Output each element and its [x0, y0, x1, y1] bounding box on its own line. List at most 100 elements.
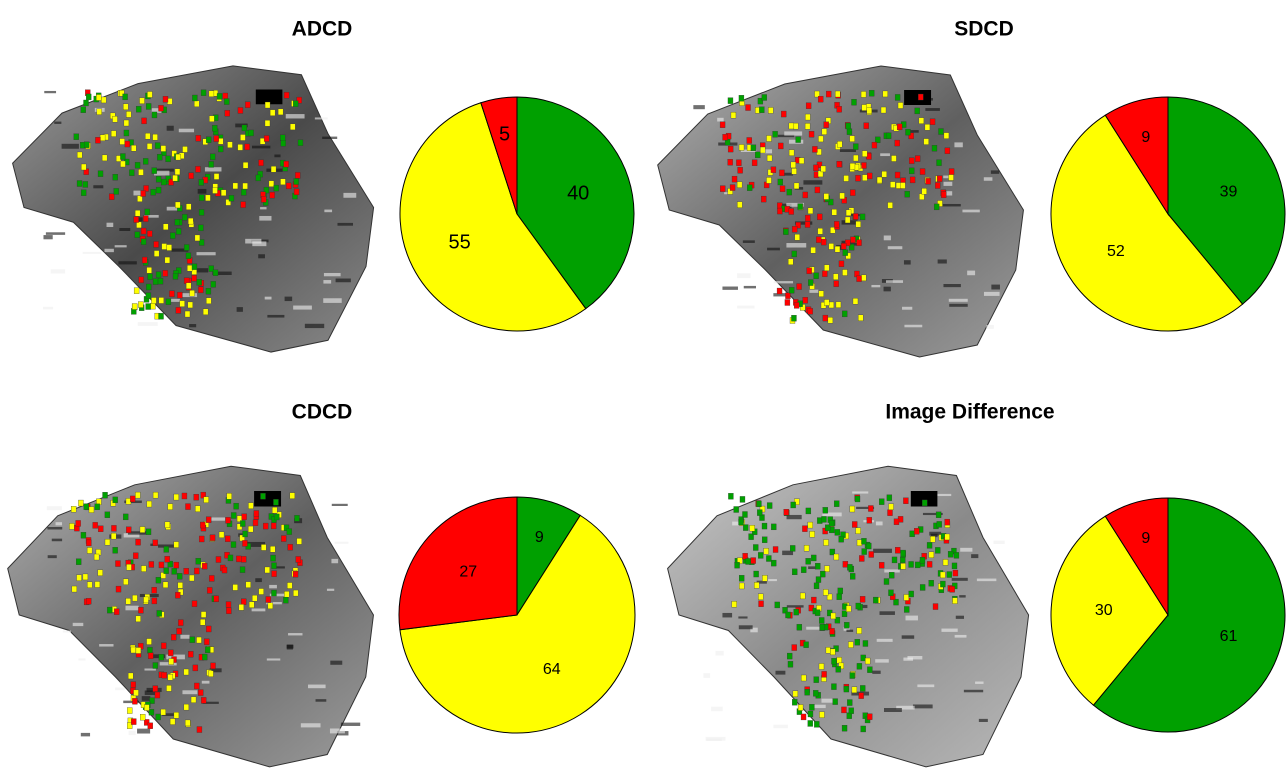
- building: [189, 173, 194, 179]
- building: [136, 616, 141, 622]
- map-texture: [977, 579, 996, 582]
- building: [821, 239, 826, 245]
- building: [805, 222, 810, 228]
- building: [147, 647, 152, 653]
- building: [242, 540, 247, 546]
- building: [867, 108, 872, 114]
- building: [214, 596, 219, 602]
- building: [867, 173, 872, 179]
- building: [254, 511, 259, 517]
- slice-label: 5: [499, 124, 510, 146]
- building: [720, 186, 725, 192]
- building: [146, 284, 151, 290]
- building: [294, 179, 299, 185]
- building: [808, 280, 813, 286]
- building: [867, 517, 872, 523]
- map-texture: [941, 629, 957, 632]
- map-texture: [197, 268, 208, 272]
- building: [153, 492, 158, 498]
- building: [938, 129, 943, 135]
- building: [869, 551, 874, 557]
- panel-title: CDCD: [292, 401, 353, 424]
- building: [933, 604, 938, 610]
- map-texture: [991, 170, 999, 173]
- building: [767, 503, 772, 509]
- building: [74, 134, 79, 140]
- building: [857, 628, 862, 634]
- map-texture: [73, 623, 84, 626]
- building: [295, 172, 300, 178]
- building: [177, 292, 182, 298]
- building: [851, 99, 856, 105]
- building: [168, 504, 173, 510]
- building: [739, 144, 744, 150]
- building: [742, 512, 747, 518]
- map-texture: [179, 129, 194, 133]
- building: [272, 507, 277, 513]
- map-texture: [323, 280, 331, 284]
- building: [153, 134, 158, 140]
- building: [873, 597, 878, 603]
- building: [169, 659, 174, 665]
- building: [207, 587, 212, 593]
- map-texture: [910, 130, 919, 133]
- map-texture: [252, 146, 270, 149]
- building: [884, 579, 889, 585]
- map-texture: [198, 189, 207, 194]
- building: [86, 94, 91, 100]
- map-texture: [960, 548, 972, 552]
- map-texture: [324, 210, 332, 213]
- building: [791, 162, 796, 168]
- building: [768, 107, 773, 113]
- building: [95, 504, 100, 510]
- building: [149, 561, 154, 567]
- map-texture: [917, 684, 934, 687]
- map-texture: [142, 696, 151, 701]
- building: [909, 168, 914, 174]
- building: [779, 170, 784, 176]
- building: [842, 270, 847, 276]
- building: [883, 91, 888, 97]
- building: [296, 556, 301, 562]
- map-texture: [265, 297, 272, 300]
- map-texture: [167, 126, 174, 131]
- building: [152, 168, 157, 174]
- building: [209, 116, 214, 122]
- map-texture: [129, 731, 136, 735]
- building: [752, 160, 757, 166]
- building: [81, 107, 86, 113]
- building: [739, 575, 744, 581]
- building: [835, 529, 840, 535]
- map-texture: [722, 287, 738, 290]
- building: [818, 136, 823, 142]
- map-texture: [46, 232, 65, 235]
- building: [791, 502, 796, 508]
- building: [182, 214, 187, 220]
- building: [98, 171, 103, 177]
- building: [850, 163, 855, 169]
- building: [139, 277, 144, 283]
- building: [777, 208, 782, 214]
- map-image: [668, 466, 1029, 767]
- building: [205, 647, 210, 653]
- building: [897, 124, 902, 130]
- building: [146, 304, 151, 310]
- building: [856, 221, 861, 227]
- map-texture: [267, 315, 284, 318]
- building: [138, 169, 143, 175]
- building: [190, 290, 195, 296]
- map-texture: [118, 261, 136, 264]
- building: [901, 550, 906, 556]
- building: [184, 244, 189, 250]
- building: [186, 204, 191, 210]
- map-texture: [322, 137, 337, 139]
- map-texture: [715, 651, 723, 656]
- map-texture: [902, 307, 912, 310]
- building: [862, 549, 867, 555]
- slice-label: 64: [543, 661, 561, 678]
- building: [231, 512, 236, 518]
- building: [940, 581, 945, 587]
- building: [844, 686, 849, 692]
- building: [895, 172, 900, 178]
- map-texture: [813, 705, 826, 708]
